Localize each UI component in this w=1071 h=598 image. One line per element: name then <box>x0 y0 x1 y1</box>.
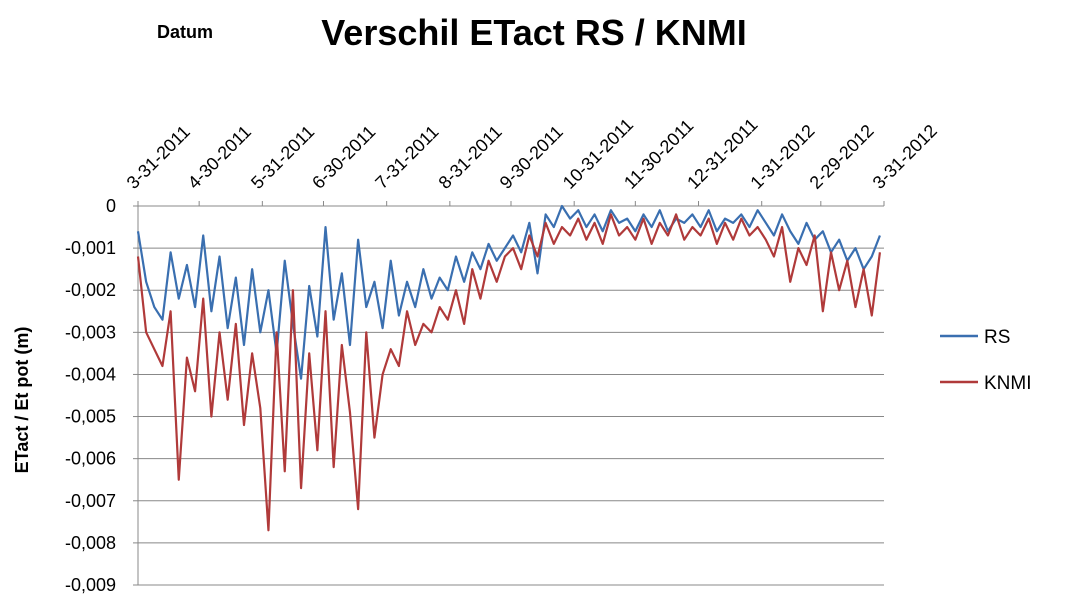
x-tick-label: 5-31-2011 <box>247 122 318 193</box>
x-tick-label: 4-30-2011 <box>184 122 255 193</box>
y-tick-label: 0 <box>106 196 116 216</box>
x-tick-label: 7-31-2011 <box>371 122 442 193</box>
x-axis-label: Datum <box>157 22 213 42</box>
y-tick-label: -0,009 <box>65 575 116 595</box>
x-tick-label: 9-30-2011 <box>496 122 567 193</box>
legend-label: KNMI <box>984 373 1032 394</box>
y-tick-label: -0,008 <box>65 533 116 553</box>
y-tick-label: -0,002 <box>65 280 116 300</box>
chart-title: Verschil ETact RS / KNMI <box>321 12 746 53</box>
x-tick-label: 3-31-2011 <box>123 122 194 193</box>
x-tick-label: 3-31-2012 <box>869 121 941 193</box>
y-tick-label: -0,003 <box>65 322 116 342</box>
y-tick-label: -0,006 <box>65 449 116 469</box>
x-tick-label: 2-29-2012 <box>806 121 878 193</box>
legend-label: RS <box>984 327 1010 348</box>
y-tick-label: -0,005 <box>65 407 116 427</box>
y-tick-label: -0,004 <box>65 364 116 384</box>
y-tick-label: -0,007 <box>65 491 116 511</box>
y-tick-label: -0,001 <box>65 238 116 258</box>
series-line <box>136 213 882 532</box>
x-tick-label: 6-30-2011 <box>308 122 379 193</box>
y-axis-label: ETact / Et pot (m) <box>12 327 32 474</box>
x-tick-label: 8-31-2011 <box>435 122 506 193</box>
series-line <box>136 204 881 380</box>
